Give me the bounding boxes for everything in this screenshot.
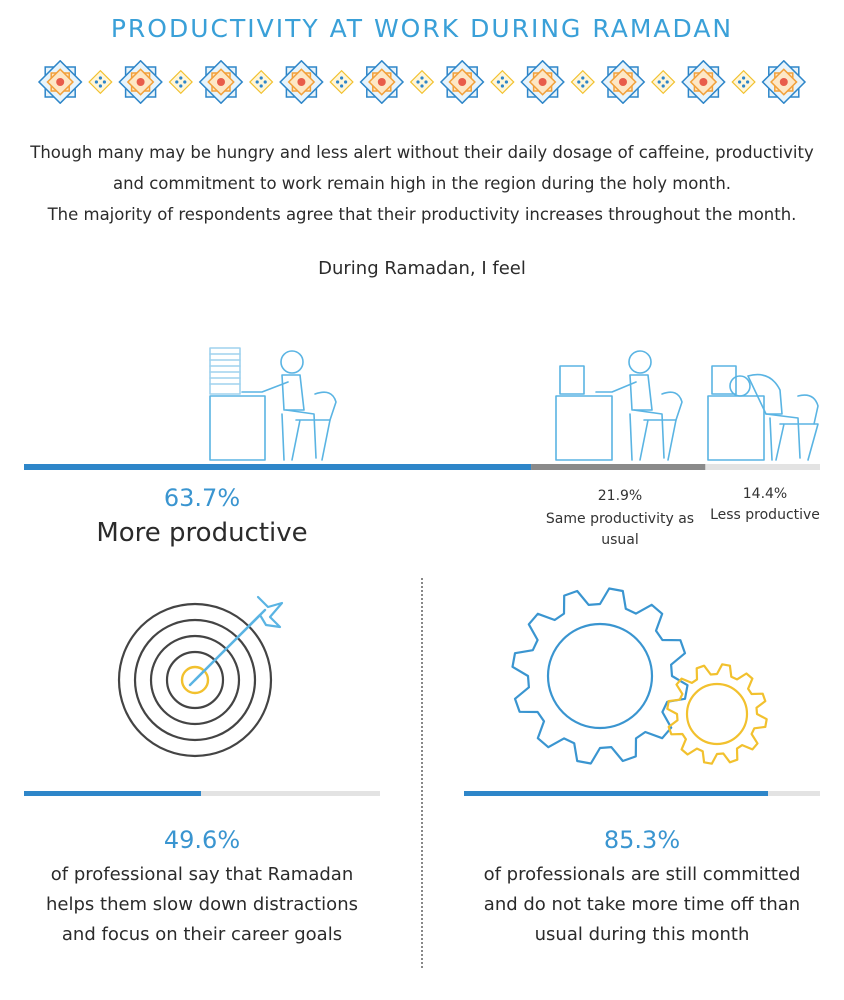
intro-line: and commitment to work remain high in th… [112, 174, 732, 193]
same-productivity-label: Same productivity as usual [545, 511, 695, 548]
distraction-description: of professional say that Ramadan helps t… [46, 864, 358, 945]
survey-question: During Ramadan, I feel [318, 258, 526, 279]
intro-text: Though many may be hungry and less alert… [0, 137, 844, 230]
bar-segment-1 [531, 464, 706, 470]
bar-segment-2 [705, 464, 820, 470]
less-productive-value: 14.4% [742, 486, 788, 502]
intro-line: Though many may be hungry and less alert… [30, 143, 814, 162]
bar-segment-0 [24, 464, 532, 470]
target-icon [117, 595, 284, 758]
distraction-value: 49.6% [163, 826, 241, 854]
commitment-progress-bar [464, 791, 820, 796]
productive-worker-icon [209, 347, 337, 461]
worker-illustrations [209, 347, 819, 461]
more-productive-label: More productive [96, 518, 308, 548]
same-productivity-worker-icon [555, 350, 683, 461]
stacked-productivity-bar [24, 464, 820, 470]
commitment-progress-fill [464, 791, 768, 796]
distraction-progress-fill [24, 791, 201, 796]
less-productive-label: Less productive [710, 507, 820, 523]
intro-line: The majority of respondents agree that t… [47, 205, 797, 224]
same-productivity-value: 21.9% [597, 488, 643, 504]
less-productive-worker-icon [707, 365, 819, 461]
section-divider [421, 578, 423, 968]
gears-icon [511, 587, 768, 765]
commitment-value: 85.3% [603, 826, 681, 854]
page-title: PRODUCTIVITY AT WORK DURING RAMADAN [110, 14, 734, 43]
more-productive-value: 63.7% [163, 484, 241, 512]
distraction-progress-bar [24, 791, 380, 796]
decorative-star-pattern [37, 60, 807, 104]
commitment-description: of professionals are still committed and… [483, 864, 801, 945]
